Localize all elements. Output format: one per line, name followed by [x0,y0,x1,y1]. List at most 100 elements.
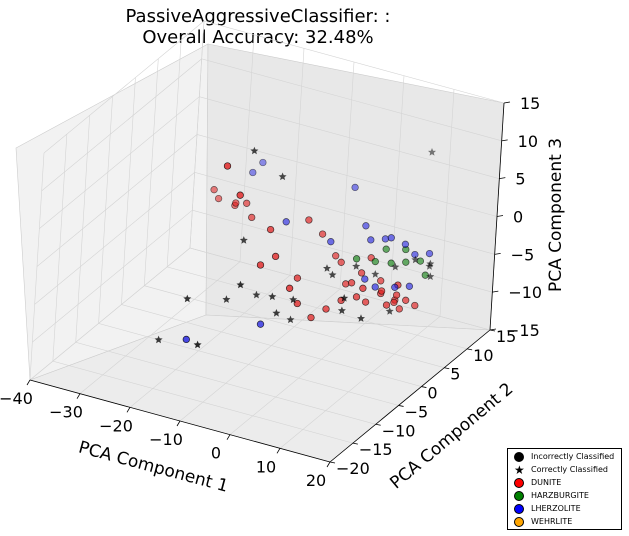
legend-label: LHERZOLITE [531,504,581,513]
x-tick-mark [76,393,81,399]
z-tick-label: 5 [515,170,525,189]
point-correctly-classified [357,314,365,322]
chart-title: PassiveAggressiveClassifier: : [126,6,391,27]
chart-subtitle: Overall Accuracy: 32.48% [142,27,373,48]
point-harzburgite [352,255,361,263]
point-lherzolite [361,275,369,283]
point-dunite [322,305,330,313]
point-harzburgite [402,258,410,266]
point-correctly-classified [328,270,337,279]
point-dunite [266,225,275,234]
point-dunite [332,252,340,260]
point-lherzolite [371,283,379,291]
point-dunite [352,293,361,301]
legend-marker-star-icon: ★ [514,462,525,477]
y-axis-line [329,329,491,463]
legend-label: HARZBURGITE [531,491,589,500]
x-tick-label: −30 [49,403,83,422]
point-correctly-classified [391,262,400,271]
data-points [154,146,436,349]
z-tick-mark [494,252,501,255]
point-dunite [390,298,398,307]
point-correctly-classified [385,307,394,315]
point-lherzolite [256,320,265,328]
z-tick-mark [489,328,497,331]
point-dunite [377,277,385,285]
legend-marker-circle-icon [514,516,524,527]
point-lherzolite [282,218,290,226]
point-correctly-classified [371,270,380,278]
y-tick-label: 15 [496,327,516,346]
point-dunite [357,269,366,277]
x-tick-mark [176,420,181,427]
point-lherzolite [249,168,257,177]
legend-item-incorrect: Incorrectly Classified [514,450,614,463]
z-gridline [34,172,495,305]
point-dunite [285,284,294,292]
z-axis-label: PCA Component 3 [546,138,566,292]
point-harzburgite [421,271,429,279]
x-tick-label: −20 [99,416,133,435]
point-harzburgite [371,257,379,266]
point-correctly-classified [250,146,259,155]
point-correctly-classified [268,292,277,301]
legend-marker-circle-icon [514,477,524,488]
z-gridline [29,247,491,381]
z-tick-label: 10 [518,132,538,151]
y-tick-mark [444,367,450,370]
point-dunite [402,296,410,304]
point-correctly-classified [428,148,436,156]
x-tick-mark [276,448,281,454]
point-dunite [210,186,218,194]
x-tick-mark [226,434,231,440]
point-dunite [271,252,280,261]
point-correctly-classified [252,290,261,299]
point-correctly-classified [426,272,435,280]
point-dunite [232,199,240,207]
point-correctly-classified [340,294,349,302]
tick-labels: −40−30−20−1001020−20−15−10−5051015−15−10… [0,94,542,490]
legend-item-harzburgite: HARZBURGITE [514,489,589,502]
y-tick-label: −10 [382,421,416,440]
point-dunite [305,216,313,224]
point-lherzolite [391,283,399,291]
point-correctly-classified [426,259,435,268]
z-tick-mark [496,215,504,217]
x-tick-mark [126,407,131,413]
legend-marker-circle-icon [514,503,524,514]
x-tick-label: −10 [149,430,183,449]
point-correctly-classified [154,335,163,344]
point-dunite [377,287,386,295]
y-tick-label: −15 [359,440,393,459]
point-correctly-classified [289,295,298,304]
point-correctly-classified [236,280,245,289]
point-dunite [307,313,315,322]
point-lherzolite [387,234,395,242]
point-harzburgite [382,245,390,253]
z-tick-label: −10 [508,283,542,302]
legend-label: DUNITE [531,478,562,487]
point-correctly-classified [239,236,248,244]
z-tick-mark [492,290,499,293]
point-dunite [395,305,403,313]
y-tick-label: −5 [405,402,429,421]
y-tick-mark [467,348,473,351]
point-lherzolite [259,158,267,167]
x-tick-mark [326,461,331,468]
point-lherzolite [425,249,434,258]
y-tick-mark [352,442,358,445]
point-dunite [337,258,345,266]
y-tick-mark [398,405,404,407]
y-tick-mark [375,423,381,426]
z-tick-mark [499,177,506,180]
z-gridline [39,96,500,229]
x-tick-mark [26,379,31,386]
y-tick-label: 10 [473,346,493,365]
y-tick-mark [329,461,336,464]
y-tick-label: −20 [336,459,370,478]
point-correctly-classified [323,264,331,272]
point-dunite [318,230,327,238]
z-tick-label: 0 [513,208,523,227]
z-tick-label: 15 [520,94,540,113]
